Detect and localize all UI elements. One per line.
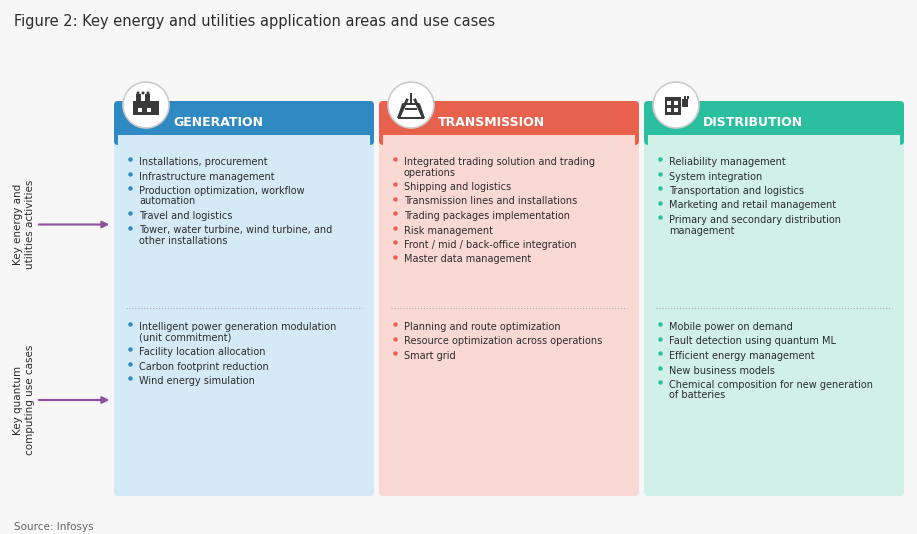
Circle shape	[141, 91, 145, 95]
Text: Fault detection using quantum ML: Fault detection using quantum ML	[669, 336, 836, 347]
Text: management: management	[669, 225, 735, 235]
Text: Master data management: Master data management	[404, 255, 531, 264]
Circle shape	[653, 82, 699, 128]
Bar	[118, 135, 370, 145]
Text: Marketing and retail management: Marketing and retail management	[669, 200, 836, 210]
Bar	[136, 94, 141, 101]
Text: Resource optimization across operations: Resource optimization across operations	[404, 336, 602, 347]
Text: Tower, water turbine, wind turbine, and: Tower, water turbine, wind turbine, and	[139, 225, 332, 235]
Text: Travel and logistics: Travel and logistics	[139, 211, 232, 221]
Bar	[687, 96, 689, 99]
Text: Integrated trading solution and trading: Integrated trading solution and trading	[404, 157, 595, 167]
Bar	[398, 117, 424, 119]
Text: Primary and secondary distribution: Primary and secondary distribution	[669, 215, 841, 225]
FancyBboxPatch shape	[114, 137, 374, 496]
Text: Trading packages implementation: Trading packages implementation	[404, 211, 570, 221]
Bar	[667, 101, 671, 105]
Bar	[403, 103, 419, 105]
Text: GENERATION: GENERATION	[173, 116, 263, 130]
Circle shape	[137, 91, 139, 95]
Text: Infrastructure management: Infrastructure management	[139, 171, 274, 182]
Bar	[138, 108, 142, 112]
Bar	[383, 131, 635, 137]
Text: Source: Infosys: Source: Infosys	[14, 522, 94, 532]
Text: Figure 2: Key energy and utilities application areas and use cases: Figure 2: Key energy and utilities appli…	[14, 14, 495, 29]
Text: Wind energy simulation: Wind energy simulation	[139, 376, 255, 386]
Bar	[410, 93, 412, 103]
Text: Transmission lines and installations: Transmission lines and installations	[404, 197, 577, 207]
Bar	[147, 108, 151, 112]
Text: Planning and route optimization: Planning and route optimization	[404, 322, 560, 332]
Text: Front / mid / back-office integration: Front / mid / back-office integration	[404, 240, 577, 250]
Text: Key energy and
utilities activities: Key energy and utilities activities	[13, 180, 35, 269]
Text: Shipping and logistics: Shipping and logistics	[404, 182, 511, 192]
Text: Key quantum
computing use cases: Key quantum computing use cases	[13, 345, 35, 455]
Text: Smart grid: Smart grid	[404, 351, 456, 361]
Text: DISTRIBUTION: DISTRIBUTION	[703, 116, 803, 130]
Text: Risk management: Risk management	[404, 225, 493, 235]
Text: operations: operations	[404, 168, 456, 177]
Bar	[667, 108, 671, 112]
Bar	[145, 94, 150, 101]
Circle shape	[123, 82, 169, 128]
Text: Chemical composition for new generation: Chemical composition for new generation	[669, 380, 873, 390]
FancyBboxPatch shape	[379, 137, 639, 496]
Text: Intelligent power generation modulation: Intelligent power generation modulation	[139, 322, 337, 332]
Bar	[684, 96, 686, 99]
Bar	[674, 101, 678, 105]
Bar	[648, 131, 900, 137]
Bar	[682, 99, 688, 107]
Bar	[648, 135, 900, 145]
Text: other installations: other installations	[139, 236, 227, 246]
Bar	[674, 108, 678, 112]
Text: TRANSMISSION: TRANSMISSION	[438, 116, 545, 130]
Text: of batteries: of batteries	[669, 390, 725, 400]
Text: System integration: System integration	[669, 171, 762, 182]
FancyBboxPatch shape	[114, 101, 374, 145]
FancyBboxPatch shape	[379, 101, 639, 145]
Bar	[383, 135, 635, 145]
Circle shape	[388, 82, 434, 128]
Bar	[405, 108, 417, 110]
Text: Transportation and logistics: Transportation and logistics	[669, 186, 804, 196]
Text: Mobile power on demand: Mobile power on demand	[669, 322, 793, 332]
Text: Reliability management: Reliability management	[669, 157, 786, 167]
Text: (unit commitment): (unit commitment)	[139, 333, 231, 342]
Text: Efficient energy management: Efficient energy management	[669, 351, 814, 361]
Text: Installations, procurement: Installations, procurement	[139, 157, 268, 167]
Bar	[133, 101, 159, 115]
Text: automation: automation	[139, 197, 195, 207]
Bar	[665, 97, 681, 115]
FancyBboxPatch shape	[644, 137, 904, 496]
Text: Facility location allocation: Facility location allocation	[139, 347, 266, 357]
Text: New business models: New business models	[669, 365, 775, 375]
Text: Production optimization, workflow: Production optimization, workflow	[139, 186, 304, 196]
Text: Carbon footprint reduction: Carbon footprint reduction	[139, 362, 269, 372]
Bar	[118, 131, 370, 137]
Circle shape	[147, 91, 149, 95]
FancyBboxPatch shape	[644, 101, 904, 145]
